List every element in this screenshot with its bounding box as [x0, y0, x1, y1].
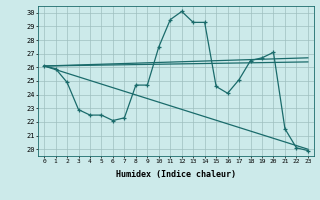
- X-axis label: Humidex (Indice chaleur): Humidex (Indice chaleur): [116, 170, 236, 179]
